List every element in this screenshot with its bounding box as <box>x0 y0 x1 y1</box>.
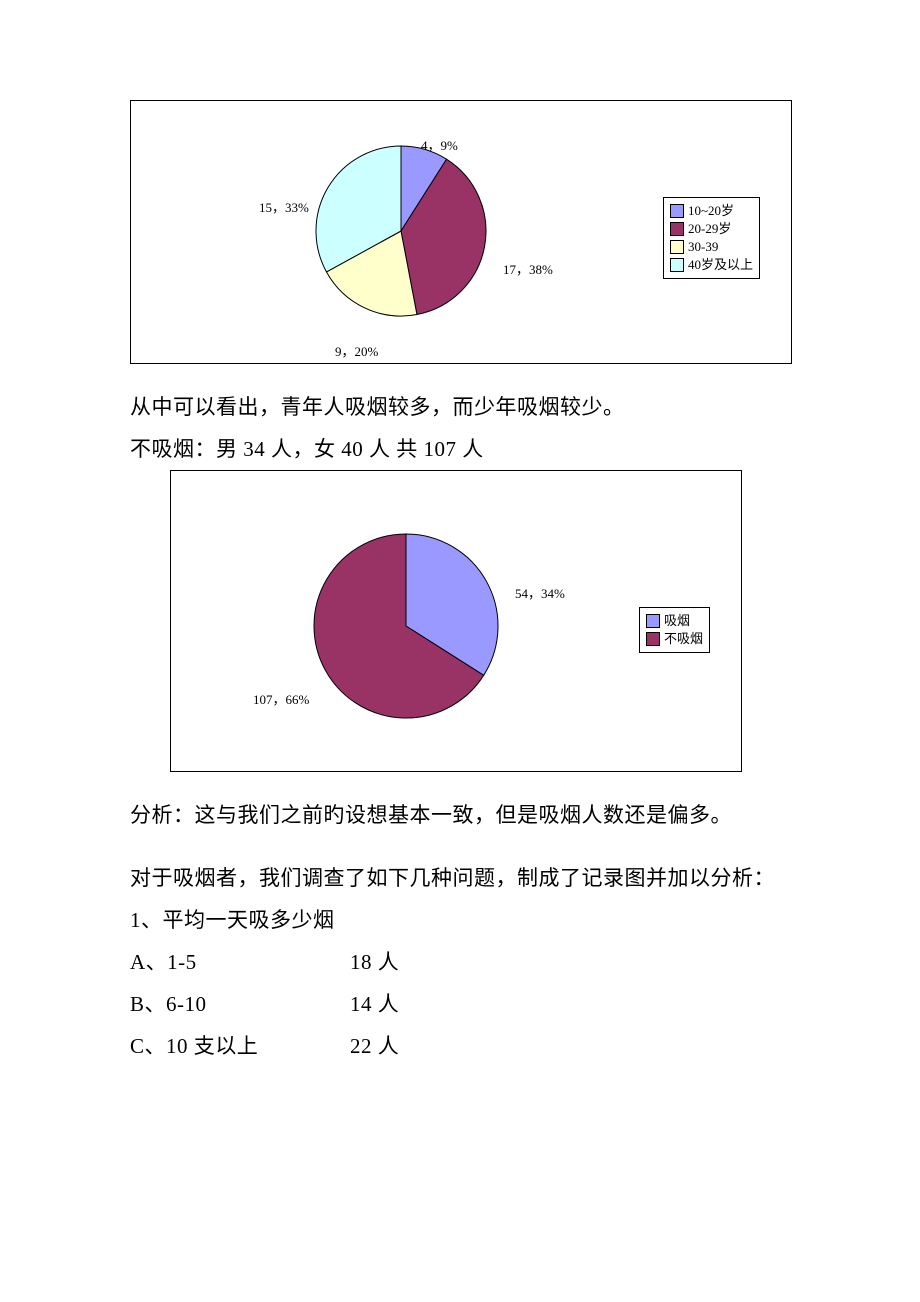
legend-swatch <box>670 222 684 236</box>
legend-swatch <box>670 258 684 272</box>
legend-item: 吸烟 <box>646 612 703 630</box>
pie-slice-label: 17，38% <box>503 259 553 278</box>
pie-slice-label: 15，33% <box>259 197 309 216</box>
document-page: 4，9% 17，38% 9，20% 15，33% 10~20岁20-29岁30-394… <box>0 0 920 1127</box>
q1-option-label: A、1-5 <box>130 941 350 983</box>
legend-swatch <box>646 614 660 628</box>
q1-option-row: C、10 支以上22 人 <box>130 1025 790 1067</box>
survey-intro: 对于吸烟者，我们调查了如下几种问题，制成了记录图并加以分析： <box>130 857 790 899</box>
legend-item: 不吸烟 <box>646 630 703 648</box>
age-pie-legend: 10~20岁20-29岁30-3940岁及以上 <box>663 197 760 279</box>
pie-slice-label: 54，34% <box>515 583 565 602</box>
q1-option-row: A、1-518 人 <box>130 941 790 983</box>
spacer <box>130 836 790 857</box>
legend-label: 10~20岁 <box>688 202 734 220</box>
legend-label: 20-29岁 <box>688 220 731 238</box>
legend-swatch <box>646 632 660 646</box>
pie-slice-label: 107，66% <box>253 689 309 708</box>
q1-option-count: 18 人 <box>350 941 399 983</box>
legend-label: 不吸烟 <box>664 630 703 648</box>
legend-label: 40岁及以上 <box>688 256 753 274</box>
pie-slice-label: 4，9% <box>421 135 458 154</box>
smoker-pie-chart: 54，34% 107，66% 吸烟不吸烟 <box>170 470 742 772</box>
q1-option-label: C、10 支以上 <box>130 1025 350 1067</box>
legend-label: 30-39 <box>688 238 718 256</box>
legend-item: 20-29岁 <box>670 220 753 238</box>
analysis-line: 分析：这与我们之前旳设想基本一致，但是吸烟人数还是偏多。 <box>130 794 790 836</box>
q1-option-count: 22 人 <box>350 1025 399 1067</box>
smoker-pie-legend: 吸烟不吸烟 <box>639 607 710 653</box>
q1-option-row: B、6-1014 人 <box>130 983 790 1025</box>
q1-option-count: 14 人 <box>350 983 399 1025</box>
chart1-caption: 从中可以看出，青年人吸烟较多，而少年吸烟较少。 <box>130 386 790 428</box>
q1-title: 1、平均一天吸多少烟 <box>130 899 790 941</box>
legend-item: 10~20岁 <box>670 202 753 220</box>
q1-option-label: B、6-10 <box>130 983 350 1025</box>
age-pie-chart: 4，9% 17，38% 9，20% 15，33% 10~20岁20-29岁30-394… <box>130 100 792 364</box>
nonsmoker-count-line: 不吸烟：男 34 人，女 40 人 共 107 人 <box>130 428 790 470</box>
pie-slice-label: 9，20% <box>335 341 378 360</box>
legend-swatch <box>670 240 684 254</box>
legend-item: 30-39 <box>670 238 753 256</box>
legend-item: 40岁及以上 <box>670 256 753 274</box>
legend-label: 吸烟 <box>664 612 690 630</box>
legend-swatch <box>670 204 684 218</box>
